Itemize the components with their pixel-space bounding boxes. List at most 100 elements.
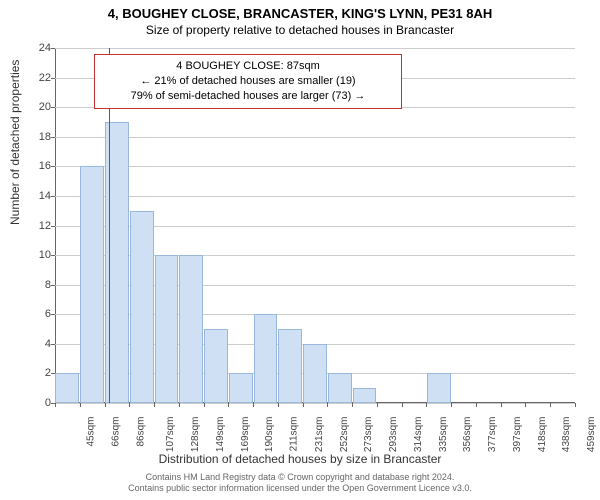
footer: Contains HM Land Registry data © Crown c…	[0, 472, 600, 495]
x-tick-mark	[105, 403, 106, 407]
grid-line	[55, 403, 575, 404]
bar	[55, 373, 79, 403]
x-tick-label: 377sqm	[487, 417, 498, 453]
y-tick-mark	[51, 166, 55, 167]
y-tick-label: 16	[39, 160, 51, 172]
x-axis-label: Distribution of detached houses by size …	[0, 452, 600, 466]
y-tick-label: 10	[39, 249, 51, 261]
title-sub: Size of property relative to detached ho…	[0, 21, 600, 37]
y-tick-label: 14	[39, 190, 51, 202]
y-tick-mark	[51, 314, 55, 315]
y-tick-label: 0	[45, 397, 51, 409]
bar	[204, 329, 228, 403]
y-tick-mark	[51, 196, 55, 197]
chart-area: 02468101214161820222445sqm66sqm86sqm107s…	[55, 48, 575, 403]
bar	[353, 388, 377, 403]
x-tick-mark	[204, 403, 205, 407]
x-tick-label: 273sqm	[363, 417, 374, 453]
x-tick-label: 86sqm	[135, 417, 146, 447]
x-tick-mark	[179, 403, 180, 407]
y-tick-label: 4	[45, 338, 51, 350]
x-tick-mark	[525, 403, 526, 407]
grid-line	[55, 48, 575, 49]
x-tick-mark	[154, 403, 155, 407]
bar	[278, 329, 302, 403]
y-tick-mark	[51, 285, 55, 286]
y-tick-label: 18	[39, 131, 51, 143]
x-tick-label: 397sqm	[512, 417, 523, 453]
bar	[427, 373, 451, 403]
annotation-line: ← 21% of detached houses are smaller (19…	[103, 74, 393, 89]
x-tick-mark	[451, 403, 452, 407]
grid-line	[55, 196, 575, 197]
x-tick-mark	[501, 403, 502, 407]
bar	[303, 344, 327, 403]
y-tick-mark	[51, 373, 55, 374]
bar	[229, 373, 253, 403]
y-tick-label: 8	[45, 279, 51, 291]
plot: 02468101214161820222445sqm66sqm86sqm107s…	[55, 48, 575, 403]
x-tick-label: 66sqm	[110, 417, 121, 447]
bar	[155, 255, 179, 403]
x-tick-label: 335sqm	[438, 417, 449, 453]
x-tick-label: 211sqm	[288, 417, 299, 452]
x-tick-mark	[476, 403, 477, 407]
x-tick-mark	[402, 403, 403, 407]
y-tick-label: 20	[39, 101, 51, 113]
bar	[130, 211, 154, 403]
x-tick-label: 293sqm	[388, 417, 399, 453]
y-tick-label: 22	[39, 72, 51, 84]
footer-line-2: Contains public sector information licen…	[0, 483, 600, 494]
bar	[254, 314, 278, 403]
x-tick-mark	[80, 403, 81, 407]
y-tick-mark	[51, 48, 55, 49]
x-tick-label: 418sqm	[537, 417, 548, 453]
y-tick-label: 12	[39, 220, 51, 232]
x-tick-label: 459sqm	[586, 417, 597, 453]
x-tick-mark	[253, 403, 254, 407]
x-tick-label: 252sqm	[339, 417, 350, 453]
y-tick-mark	[51, 107, 55, 108]
y-axis-label: Number of detached properties	[8, 60, 22, 225]
y-tick-label: 2	[45, 367, 51, 379]
x-tick-label: 231sqm	[314, 417, 325, 453]
x-tick-mark	[575, 403, 576, 407]
x-tick-label: 45sqm	[86, 417, 97, 447]
x-tick-label: 149sqm	[215, 417, 226, 453]
x-tick-label: 169sqm	[240, 417, 251, 453]
annotation-line: 4 BOUGHEY CLOSE: 87sqm	[103, 59, 393, 74]
grid-line	[55, 166, 575, 167]
x-tick-mark	[352, 403, 353, 407]
annotation-box: 4 BOUGHEY CLOSE: 87sqm← 21% of detached …	[94, 54, 402, 109]
x-tick-mark	[129, 403, 130, 407]
annotation-line: 79% of semi-detached houses are larger (…	[103, 89, 393, 104]
grid-line	[55, 137, 575, 138]
x-tick-mark	[426, 403, 427, 407]
title-main: 4, BOUGHEY CLOSE, BRANCASTER, KING'S LYN…	[0, 0, 600, 21]
x-tick-label: 190sqm	[264, 417, 275, 453]
bar	[80, 166, 104, 403]
x-tick-mark	[55, 403, 56, 407]
x-tick-mark	[278, 403, 279, 407]
x-tick-mark	[228, 403, 229, 407]
x-tick-label: 314sqm	[413, 417, 424, 453]
y-tick-mark	[51, 137, 55, 138]
x-tick-mark	[377, 403, 378, 407]
chart-container: 4, BOUGHEY CLOSE, BRANCASTER, KING'S LYN…	[0, 0, 600, 500]
x-tick-label: 438sqm	[562, 417, 573, 453]
footer-line-1: Contains HM Land Registry data © Crown c…	[0, 472, 600, 483]
x-tick-mark	[550, 403, 551, 407]
x-tick-mark	[303, 403, 304, 407]
bar	[179, 255, 203, 403]
y-tick-mark	[51, 226, 55, 227]
x-tick-label: 128sqm	[190, 417, 201, 453]
x-tick-label: 356sqm	[463, 417, 474, 453]
x-tick-mark	[327, 403, 328, 407]
x-tick-label: 107sqm	[165, 417, 176, 453]
y-tick-mark	[51, 344, 55, 345]
y-tick-mark	[51, 78, 55, 79]
y-tick-mark	[51, 255, 55, 256]
bar	[328, 373, 352, 403]
y-tick-label: 24	[39, 42, 51, 54]
y-tick-label: 6	[45, 308, 51, 320]
